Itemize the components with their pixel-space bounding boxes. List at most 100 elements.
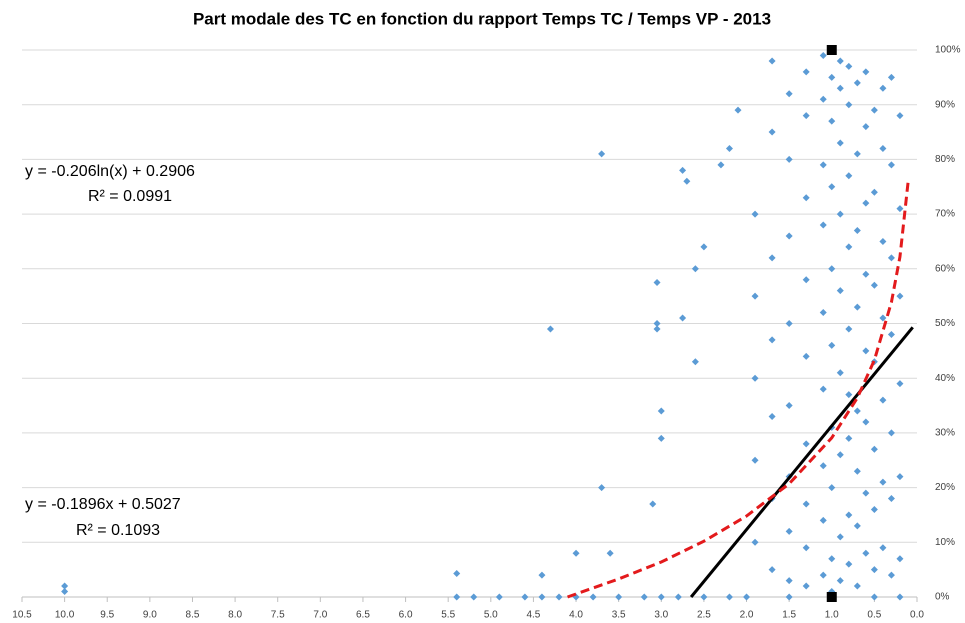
point (61, 582, 69, 590)
point (768, 57, 776, 65)
point (836, 139, 844, 147)
point (879, 144, 887, 152)
point (845, 172, 853, 180)
point (870, 106, 878, 114)
point (870, 188, 878, 196)
point (598, 484, 606, 492)
point (887, 571, 895, 579)
point (828, 73, 836, 81)
point (896, 473, 904, 481)
point (785, 527, 793, 535)
point (691, 265, 699, 273)
point (870, 445, 878, 453)
point (61, 588, 69, 596)
x-tick-label: 5.5 (441, 610, 455, 621)
equation: y = -0.1896x + 0.5027 (25, 496, 181, 513)
point (887, 429, 895, 437)
point (546, 325, 554, 333)
point (802, 68, 810, 76)
y-tick-label: 60% (935, 263, 955, 274)
point (653, 320, 661, 327)
point (853, 150, 861, 158)
point (785, 232, 793, 240)
point (598, 150, 606, 158)
x-tick-label: 0.5 (867, 610, 881, 621)
chart-title: Part modale des TC en fonction du rappor… (193, 9, 771, 28)
point (836, 287, 844, 295)
point (896, 380, 904, 388)
point (887, 161, 895, 169)
point (734, 106, 742, 114)
point (751, 374, 759, 382)
point (870, 281, 878, 289)
point (845, 325, 853, 333)
point (657, 434, 665, 442)
point (589, 593, 597, 601)
point (785, 90, 793, 98)
point (853, 467, 861, 475)
point (640, 593, 648, 601)
point (802, 194, 810, 202)
point (870, 505, 878, 513)
point (853, 522, 861, 530)
point (853, 303, 861, 311)
point (862, 347, 870, 355)
point (836, 210, 844, 218)
point (879, 544, 887, 552)
point (845, 560, 853, 568)
point (521, 593, 529, 601)
point (751, 292, 759, 300)
point (879, 237, 887, 245)
point (879, 314, 887, 322)
point (836, 57, 844, 65)
point (538, 593, 546, 601)
x-tick-label: 7.0 (313, 610, 327, 621)
point (896, 112, 904, 120)
point (802, 544, 810, 552)
x-tick-label: 3.0 (654, 610, 668, 621)
x-tick-label: 3.5 (612, 610, 626, 621)
x-tick-label: 2.0 (740, 610, 754, 621)
point (725, 144, 733, 152)
point (826, 592, 837, 602)
point (862, 68, 870, 76)
point (538, 571, 546, 579)
equation: y = -0.206ln(x) + 0.2906 (25, 163, 195, 180)
x-tick-label: 2.5 (697, 610, 711, 621)
x-tick-label: 4.5 (526, 610, 540, 621)
point (691, 358, 699, 366)
point (836, 577, 844, 585)
point (743, 593, 751, 601)
point (470, 593, 478, 601)
x-tick-label: 8.0 (228, 610, 242, 621)
point (836, 369, 844, 377)
point (879, 478, 887, 486)
point (887, 254, 895, 262)
x-tick-label: 5.0 (484, 610, 498, 621)
point (862, 270, 870, 278)
point (700, 243, 708, 251)
point (819, 161, 827, 169)
point (828, 484, 836, 492)
point (653, 278, 661, 286)
point (683, 177, 691, 185)
point (845, 243, 853, 251)
point (819, 516, 827, 524)
x-tick-label: 6.5 (356, 610, 370, 621)
y-tick-label: 40% (935, 373, 955, 384)
point (870, 566, 878, 574)
point (819, 221, 827, 229)
point (896, 292, 904, 300)
point (653, 325, 661, 333)
point (853, 407, 861, 415)
point (700, 593, 708, 601)
trend-line (567, 178, 910, 599)
point (802, 276, 810, 284)
point (862, 199, 870, 207)
x-tick-label: 8.5 (186, 610, 200, 621)
point (751, 210, 759, 218)
point (555, 593, 563, 601)
point (768, 412, 776, 420)
x-tick-label: 7.5 (271, 610, 285, 621)
